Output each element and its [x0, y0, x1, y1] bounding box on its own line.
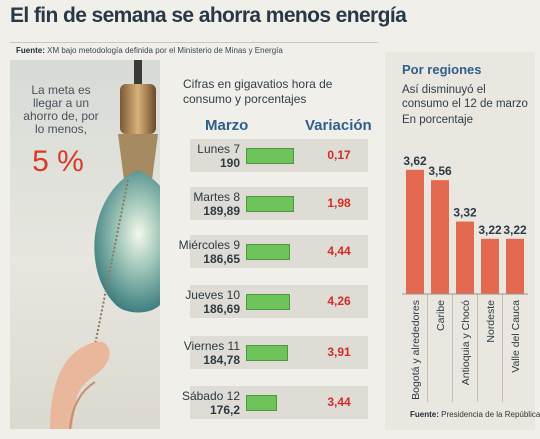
region-category-label: Caribe — [435, 300, 447, 331]
region-bar — [506, 238, 524, 294]
region-category-label: Nordeste — [485, 300, 497, 343]
row-variation: 1,98 — [310, 187, 368, 220]
region-value-label: 3,62 — [403, 154, 427, 168]
region-bar — [431, 180, 449, 294]
regions-unit: En porcentaje — [402, 114, 473, 126]
lightbulb-photo — [10, 60, 160, 429]
region-bar — [456, 221, 474, 294]
row-value: 184,78 — [203, 353, 240, 367]
region-category-label: Antioquia y Chocó — [460, 300, 472, 385]
row-value: 190 — [219, 156, 240, 170]
row-value: 189,89 — [203, 204, 240, 218]
regions-footer-label: Fuente: — [410, 410, 439, 419]
row-day: Lunes 7 — [197, 142, 240, 156]
goal-text: La meta es llegar a un ahorro de, por lo… — [23, 83, 99, 136]
region-value-label: 3,56 — [428, 164, 452, 178]
row-variation: 4,26 — [310, 285, 368, 318]
headline: El fin de semana se ahorra menos energía — [10, 4, 407, 27]
row-day: Viernes 11 — [183, 339, 240, 353]
row-variation: 4,44 — [310, 235, 368, 268]
row-bar — [246, 196, 294, 212]
row-bar — [246, 345, 288, 361]
row-value: 186,69 — [203, 302, 240, 316]
region-category-label: Valle del Cauca — [510, 300, 522, 373]
row-day: Martes 8 — [193, 190, 240, 204]
row-label: Jueves 10 186,69 — [185, 288, 240, 316]
regions-bar-chart: 3,62 Bogotá y alrededores 3,56 Caribe 3,32 An… — [402, 154, 528, 402]
row-bar — [246, 148, 294, 164]
row-bar — [246, 395, 278, 411]
row-label: Viernes 11 184,78 — [184, 339, 240, 367]
row-day: Miércoles 9 — [178, 238, 240, 252]
table-intro: Cifras en gigavatios hora de consumo y p… — [183, 77, 333, 106]
row-variation: 3,91 — [310, 336, 368, 369]
row-label: Martes 8 189,89 — [193, 190, 240, 218]
row-label: Lunes 7 190 — [197, 142, 240, 170]
region-value-label: 3,22 — [503, 223, 527, 237]
regions-footer: Fuente: Presidencia de la República. — [410, 410, 540, 419]
lightbulb-illustration — [50, 60, 160, 429]
row-value: 176,2 — [209, 403, 240, 417]
column-header-variation: Variación — [305, 117, 372, 134]
regions-subtitle-text: Así disminuyó el consumo el 12 de marzo — [402, 84, 528, 110]
row-day: Sábado 12 — [181, 389, 240, 403]
region-bar — [406, 169, 424, 294]
goal-value: 5 % — [32, 145, 84, 178]
row-label: Sábado 12 176,2 — [182, 389, 240, 417]
row-variation: 3,44 — [310, 386, 368, 419]
region-category-label: Bogotá y alrededores — [410, 300, 422, 400]
regions-footer-text: Presidencia de la República. — [441, 410, 540, 419]
column-header-month: Marzo — [205, 117, 249, 134]
region-value-label: 3,22 — [478, 223, 502, 237]
row-bar — [246, 294, 291, 310]
headline-rule — [10, 42, 378, 43]
regions-subtitle: Así disminuyó el consumo el 12 de marzo … — [402, 83, 532, 127]
source-text: XM bajo metodología definida por el Mini… — [47, 46, 283, 55]
regions-title: Por regiones — [402, 62, 482, 77]
source-label: Fuente: — [16, 46, 45, 55]
row-day: Jueves 10 — [185, 288, 240, 302]
region-value-label: 3,32 — [453, 206, 477, 220]
source-top: Fuente: XM bajo metodología definida por… — [16, 46, 283, 55]
row-label: Miércoles 9 186,65 — [179, 238, 240, 266]
row-variation: 0,17 — [310, 139, 368, 172]
row-value: 186,65 — [203, 252, 240, 266]
region-bar — [481, 238, 499, 294]
row-bar — [246, 244, 290, 260]
